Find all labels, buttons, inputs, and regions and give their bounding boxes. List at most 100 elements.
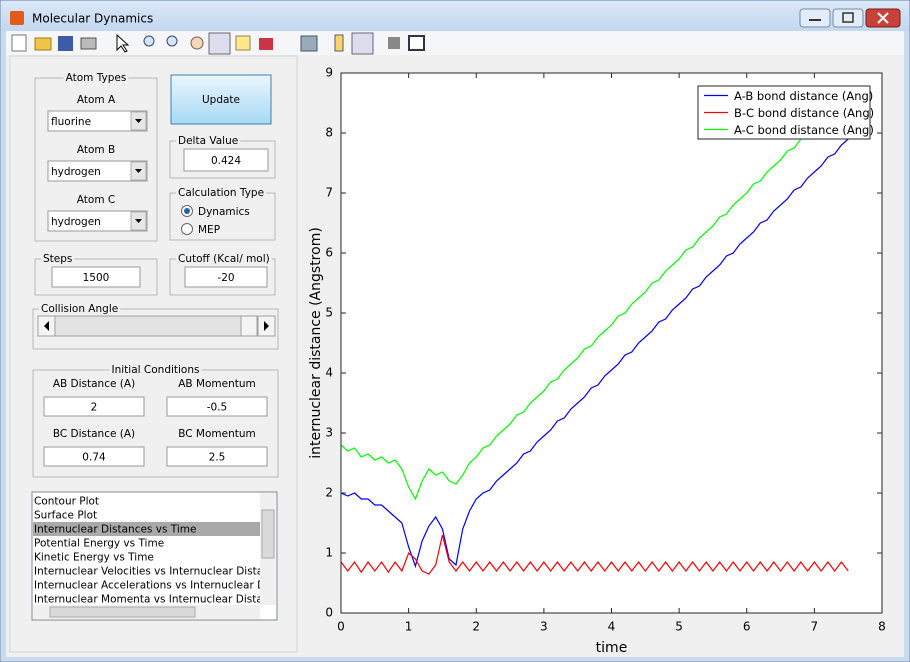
group-title: Initial Conditions (112, 364, 200, 376)
show-tools-icon[interactable] (408, 35, 425, 51)
series-line (341, 138, 849, 569)
pan-icon[interactable] (190, 36, 204, 50)
list-item[interactable]: Internuclear Accelerations vs Internucle… (34, 580, 303, 592)
new-icon[interactable] (11, 34, 27, 52)
pointer-icon[interactable] (116, 33, 130, 53)
x-tick-label: 1 (405, 620, 413, 634)
atom-label: Atom C (77, 194, 115, 206)
series-lines (341, 93, 849, 575)
dropdown[interactable] (47, 210, 148, 232)
x-axis-label: time (596, 640, 628, 656)
update-button[interactable] (170, 74, 272, 125)
horizontal-scroll-thumb[interactable] (49, 606, 196, 618)
list-item[interactable]: Internuclear Momenta vs Internuclear Dis… (34, 594, 282, 606)
toolbar-icons (11, 32, 425, 55)
series-line (341, 93, 849, 501)
controls: Atom Types Atom A fluorine Atom B hydrogen At… (31, 72, 303, 621)
group-title: Steps (43, 253, 72, 265)
slider-track[interactable] (37, 315, 276, 337)
radio-button[interactable] (181, 223, 193, 235)
vertical-scroll-thumb[interactable] (261, 509, 275, 559)
group-title: Cutoff (Kcal/ mol) (178, 253, 270, 265)
text-input[interactable] (166, 396, 268, 417)
datatip-icon[interactable] (235, 35, 251, 51)
field-label: AB Distance (A) (53, 378, 135, 390)
list-selection (33, 522, 260, 536)
x-tick-label: 2 (472, 620, 480, 634)
legend-icon[interactable] (351, 32, 374, 55)
y-tick-label: 6 (325, 246, 333, 260)
list-item[interactable]: Internuclear Distances vs Time (34, 524, 196, 536)
chart: 0 1 2 3 4 5 6 7 8 0 1 2 3 4 5 6 7 8 9 time internuclear dist… (308, 66, 886, 657)
y-tick-label: 7 (325, 186, 333, 200)
y-tick-label: 3 (325, 426, 333, 440)
zoom-out-icon[interactable] (166, 35, 178, 47)
x-tick-label: 0 (337, 620, 345, 634)
y-tick-label: 0 (325, 606, 333, 620)
radio-dot (184, 208, 190, 214)
dropdown-value: hydrogen (51, 216, 101, 228)
open-icon[interactable] (34, 37, 52, 51)
series-line (341, 534, 849, 575)
x-tick-label: 8 (878, 620, 886, 634)
legend-label: A-B bond distance (Ang) (734, 89, 873, 103)
group-title-bg (176, 135, 241, 147)
toolbar (6, 31, 904, 55)
save-icon[interactable] (58, 36, 73, 51)
group-title: Atom Types (66, 72, 127, 84)
group-title-bg (41, 253, 75, 265)
text-input[interactable] (43, 446, 145, 467)
rotate-icon[interactable] (208, 32, 231, 55)
group-box (32, 308, 279, 350)
text-input[interactable] (183, 148, 269, 172)
print-icon[interactable] (80, 37, 97, 50)
text-input[interactable] (166, 446, 268, 467)
y-tick-label: 5 (325, 306, 333, 320)
slider-thumb[interactable] (240, 315, 258, 337)
colorbar-icon[interactable] (334, 34, 344, 52)
group-title-bg (63, 72, 129, 84)
x-tick-label: 3 (540, 620, 548, 634)
text-input[interactable] (43, 396, 145, 417)
update-button-label: Update (202, 94, 240, 106)
atom-label: Atom A (77, 94, 116, 106)
y-axis-label: internuclear distance (Angstrom) (308, 227, 324, 459)
x-tick-label: 6 (743, 620, 751, 634)
group-title-bg (176, 187, 267, 199)
dropdown-value: fluorine (51, 116, 91, 128)
dropdown-value: hydrogen (51, 166, 101, 178)
hide-tools-icon[interactable] (388, 37, 400, 49)
text-input[interactable] (51, 266, 141, 288)
list-item[interactable]: Potential Energy vs Time (34, 538, 164, 550)
list-item[interactable]: Kinetic Energy vs Time (34, 552, 154, 564)
link-icon[interactable] (300, 35, 318, 52)
y-tick-label: 2 (325, 486, 333, 500)
group-title: Collision Angle (41, 303, 118, 315)
input-value: 1500 (83, 272, 110, 284)
y-tick-label: 8 (325, 126, 333, 140)
list-item[interactable]: Internuclear Velocities vs Internuclear … (34, 566, 282, 578)
plot-list[interactable] (31, 491, 278, 621)
dropdown[interactable] (47, 110, 148, 132)
dropdown-arrow (135, 219, 142, 223)
group-title: Calculation Type (178, 187, 264, 199)
maximize-button[interactable] (832, 8, 864, 28)
y-tick-label: 1 (325, 546, 333, 560)
input-value: 2 (91, 402, 98, 414)
text-input[interactable] (184, 266, 268, 288)
y-tick-label: 4 (325, 366, 333, 380)
x-tick-label: 7 (811, 620, 819, 634)
list-item[interactable]: Surface Plot (34, 510, 97, 522)
plot-list-items: Contour Plot Surface Plot Internuclear Dis… (33, 496, 303, 606)
list-item[interactable]: Contour Plot (34, 496, 99, 508)
group-title-bg (39, 303, 121, 315)
legend-label: B-C bond distance (Ang) (734, 106, 874, 120)
minimize-button[interactable] (799, 8, 831, 28)
y-tick-label: 9 (325, 66, 333, 80)
zoom-in-icon[interactable] (143, 35, 155, 47)
brush-icon[interactable] (259, 38, 273, 50)
dropdown[interactable] (47, 160, 148, 182)
radio-label: Dynamics (198, 206, 250, 218)
title-bar (1, 1, 909, 31)
